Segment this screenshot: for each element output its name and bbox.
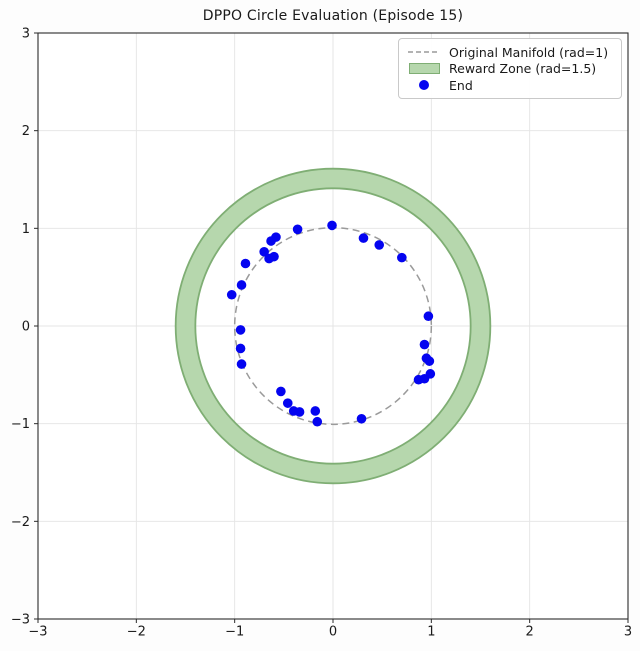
legend-item-reward-zone: Reward Zone (rad=1.5) bbox=[408, 61, 613, 77]
end-point bbox=[259, 246, 269, 257]
end-point bbox=[358, 233, 369, 243]
y-tick-label: 0 bbox=[22, 320, 30, 335]
legend-label-reward-zone: Reward Zone (rad=1.5) bbox=[449, 61, 597, 76]
y-tick-label: −2 bbox=[11, 515, 30, 530]
end-point bbox=[419, 339, 430, 350]
end-point bbox=[236, 359, 247, 369]
y-tick-label: −3 bbox=[11, 613, 30, 628]
legend-label-original-manifold: Original Manifold (rad=1) bbox=[449, 44, 609, 60]
dashed-line-icon bbox=[408, 50, 440, 54]
end-point bbox=[312, 416, 323, 427]
end-point bbox=[236, 280, 247, 290]
reward-zone-inner-edge bbox=[194, 187, 472, 465]
reward-zone-band bbox=[175, 168, 491, 484]
y-tick-label: 1 bbox=[22, 222, 30, 237]
legend-item-end: End bbox=[408, 77, 613, 93]
x-tick-label: 1 bbox=[427, 625, 435, 640]
end-point bbox=[240, 258, 251, 269]
chart-title: DPPO Circle Evaluation (Episode 15) bbox=[202, 8, 464, 24]
x-tick-label: 3 bbox=[624, 625, 632, 640]
reward-zone-outer-edge bbox=[174, 167, 492, 485]
reward-zone-patch-icon bbox=[408, 63, 440, 74]
end-point bbox=[424, 356, 435, 366]
end-point bbox=[294, 407, 305, 417]
legend-label-end: End bbox=[449, 77, 473, 93]
x-tick-label: 2 bbox=[526, 625, 534, 640]
end-point bbox=[397, 252, 407, 263]
end-point bbox=[264, 253, 274, 264]
legend: Original Manifold (rad=1) Reward Zone (r… bbox=[398, 38, 622, 99]
end-point bbox=[276, 386, 286, 397]
end-point bbox=[423, 311, 434, 322]
end-point bbox=[235, 343, 246, 354]
x-tick-label: −2 bbox=[127, 625, 146, 640]
end-point bbox=[226, 289, 237, 300]
end-point bbox=[310, 406, 321, 416]
end-point bbox=[235, 325, 246, 335]
y-tick-label: −1 bbox=[11, 417, 30, 432]
legend-item-original-manifold: Original Manifold (rad=1) bbox=[408, 44, 613, 60]
end-point bbox=[282, 398, 293, 408]
end-point bbox=[419, 373, 430, 384]
x-tick-label: −3 bbox=[28, 625, 47, 640]
end-point bbox=[292, 224, 303, 235]
end-point bbox=[327, 220, 337, 231]
y-tick-label: 2 bbox=[22, 124, 30, 139]
end-point bbox=[266, 236, 276, 246]
end-point bbox=[374, 240, 385, 250]
y-tick-label: 3 bbox=[22, 27, 30, 42]
x-tick-label: −1 bbox=[225, 625, 244, 640]
x-tick-label: 0 bbox=[329, 625, 337, 640]
end-point bbox=[356, 413, 367, 424]
end-marker-icon bbox=[408, 80, 440, 90]
